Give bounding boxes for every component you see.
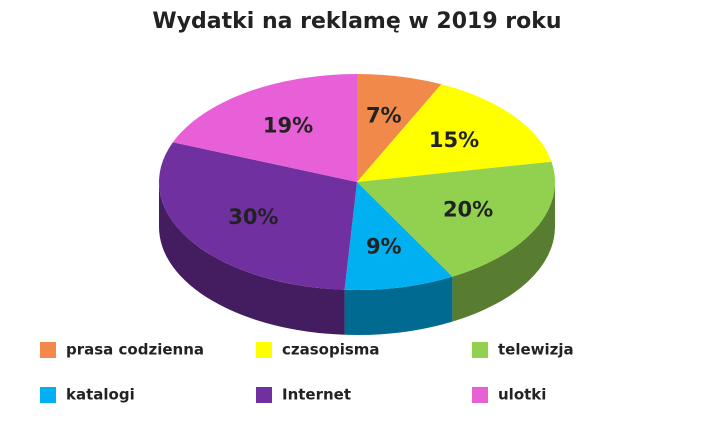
legend-label: prasa codzienna bbox=[66, 341, 204, 359]
legend-swatch bbox=[40, 342, 56, 358]
slice bbox=[172, 74, 357, 182]
legend-swatch bbox=[256, 387, 272, 403]
slice-side bbox=[344, 276, 453, 335]
legend-label: Internet bbox=[282, 386, 351, 404]
slice bbox=[357, 84, 552, 182]
value-label: 9% bbox=[366, 234, 402, 258]
slice-side bbox=[159, 182, 345, 335]
slice bbox=[344, 182, 453, 291]
legend-label: katalogi bbox=[66, 386, 135, 404]
value-label: 15% bbox=[429, 128, 479, 152]
chart-title: Wydatki na reklamę w 2019 roku bbox=[152, 9, 561, 34]
legend-swatch bbox=[40, 387, 56, 403]
legend-label: ulotki bbox=[498, 386, 546, 404]
value-label: 30% bbox=[228, 205, 278, 229]
legend-swatch bbox=[472, 342, 488, 358]
value-label: 19% bbox=[263, 114, 313, 138]
value-label: 20% bbox=[443, 198, 493, 222]
slice bbox=[357, 74, 442, 182]
value-label: 7% bbox=[366, 104, 402, 128]
legend-swatch bbox=[472, 387, 488, 403]
legend-label: czasopisma bbox=[282, 341, 380, 359]
legend-label: telewizja bbox=[498, 341, 574, 359]
legend-swatch bbox=[256, 342, 272, 358]
slice-side bbox=[452, 182, 555, 322]
slice bbox=[357, 161, 555, 277]
slice bbox=[159, 142, 357, 290]
